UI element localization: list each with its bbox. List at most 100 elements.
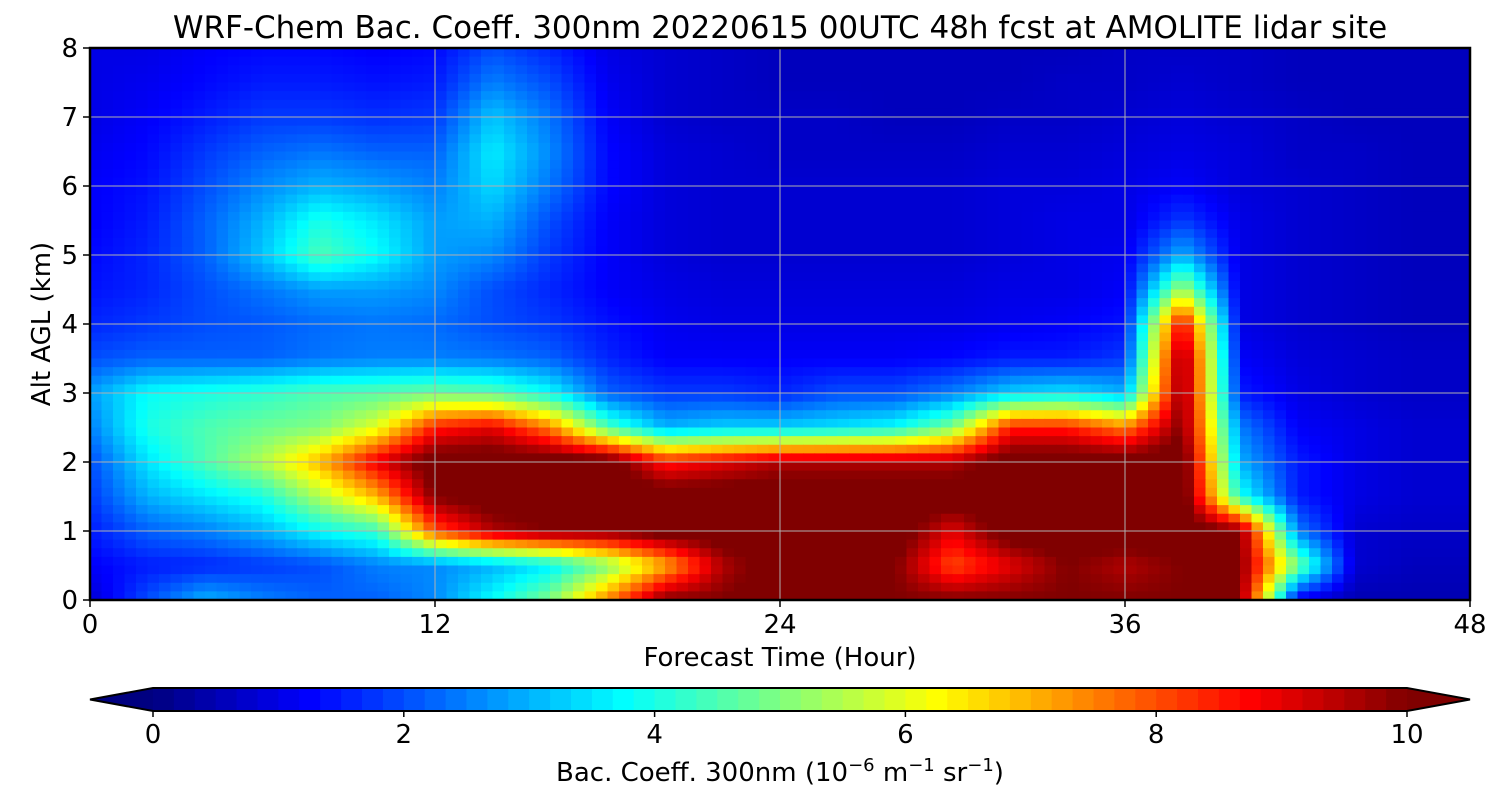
heatmap-cell (1159, 177, 1172, 187)
heatmap-cell (515, 401, 528, 411)
heatmap-cell (573, 289, 586, 299)
heatmap-cell (1240, 255, 1253, 265)
heatmap-cell (561, 384, 574, 394)
heatmap-cell (331, 56, 344, 66)
heatmap-cell (1182, 177, 1195, 187)
heatmap-cell (584, 393, 597, 403)
heatmap-cell (872, 229, 885, 239)
heatmap-cell (1378, 272, 1391, 282)
heatmap-cell (596, 134, 609, 144)
heatmap-cell (182, 263, 195, 273)
heatmap-cell (1297, 349, 1310, 360)
heatmap-cell (1424, 186, 1437, 196)
heatmap-cell (1458, 142, 1470, 153)
heatmap-cell (975, 246, 988, 256)
heatmap-cell (262, 125, 275, 135)
heatmap-cell (941, 134, 954, 144)
heatmap-cell (814, 142, 827, 153)
heatmap-cell (791, 255, 804, 265)
heatmap-cell (803, 211, 816, 222)
heatmap-cell (1205, 375, 1218, 385)
heatmap-cell (423, 134, 436, 144)
heatmap-cell (1044, 255, 1057, 265)
heatmap-cell (906, 82, 919, 92)
heatmap-cell (906, 91, 919, 101)
heatmap-cell (872, 194, 885, 204)
heatmap-cell (883, 246, 896, 256)
heatmap-cell (998, 384, 1011, 394)
heatmap-cell (941, 255, 954, 265)
heatmap-cell (354, 324, 367, 334)
heatmap-cell (1274, 255, 1287, 265)
heatmap-cell (1263, 375, 1276, 385)
heatmap-cell (1274, 393, 1287, 403)
heatmap-cell (676, 341, 689, 351)
heatmap-cell (895, 272, 908, 282)
heatmap-cell (1033, 263, 1046, 273)
heatmap-cell (630, 280, 643, 291)
heatmap-cell (952, 289, 965, 299)
heatmap-cell (1274, 65, 1287, 75)
heatmap-cell (1148, 332, 1161, 342)
heatmap-cell (1320, 306, 1333, 316)
heatmap-cell (481, 194, 494, 204)
heatmap-cell (228, 263, 241, 273)
heatmap-cell (1090, 151, 1103, 161)
heatmap-cell (653, 229, 666, 239)
heatmap-cell (1297, 375, 1310, 385)
heatmap-cell (354, 306, 367, 316)
heatmap-cell (228, 73, 241, 84)
heatmap-cell (1458, 73, 1470, 84)
heatmap-cell (1355, 168, 1368, 178)
heatmap-cell (1079, 125, 1092, 135)
heatmap-cell (642, 272, 655, 282)
heatmap-cell (1309, 229, 1322, 239)
heatmap-cell (849, 73, 862, 84)
heatmap-cell (1332, 168, 1345, 178)
heatmap-cell (354, 203, 367, 213)
heatmap-cell (1355, 315, 1368, 325)
heatmap-cell (343, 73, 356, 84)
heatmap-cell (446, 358, 459, 368)
heatmap-cell (1102, 160, 1115, 170)
heatmap-cell (1113, 324, 1126, 334)
heatmap-cell (1343, 306, 1356, 316)
heatmap-cell (1010, 393, 1023, 403)
heatmap-cell (1447, 393, 1460, 403)
heatmap-cell (607, 341, 620, 351)
heatmap-cell (412, 65, 425, 75)
heatmap-cell (665, 48, 678, 58)
heatmap-cell (757, 375, 770, 385)
heatmap-cell (1378, 186, 1391, 196)
heatmap-cell (1240, 65, 1253, 75)
heatmap-cell (665, 401, 678, 411)
heatmap-cell (596, 401, 609, 411)
heatmap-cell (1435, 65, 1448, 75)
heatmap-cell (1366, 194, 1379, 204)
heatmap-cell (1090, 142, 1103, 153)
heatmap-cell (1010, 315, 1023, 325)
heatmap-cell (435, 117, 448, 127)
heatmap-cell (872, 125, 885, 135)
heatmap-cell (1044, 177, 1057, 187)
heatmap-cell (1010, 160, 1023, 170)
heatmap-cell (527, 341, 540, 351)
heatmap-cell (688, 375, 701, 385)
heatmap-cell (515, 134, 528, 144)
heatmap-cell (1320, 99, 1333, 109)
heatmap-cell (331, 99, 344, 109)
heatmap-cell (998, 255, 1011, 265)
heatmap-cell (1309, 151, 1322, 161)
heatmap-cell (814, 255, 827, 265)
heatmap-cell (320, 393, 333, 403)
heatmap-cell (1021, 298, 1034, 308)
heatmap-cell (1263, 246, 1276, 256)
heatmap-cell (1205, 341, 1218, 351)
heatmap-cell (400, 117, 413, 127)
heatmap-cell (1435, 246, 1448, 256)
heatmap-cell (699, 393, 712, 403)
heatmap-cell (1010, 367, 1023, 377)
heatmap-cell (354, 108, 367, 118)
heatmap-cell (458, 220, 471, 230)
heatmap-cell (745, 220, 758, 230)
